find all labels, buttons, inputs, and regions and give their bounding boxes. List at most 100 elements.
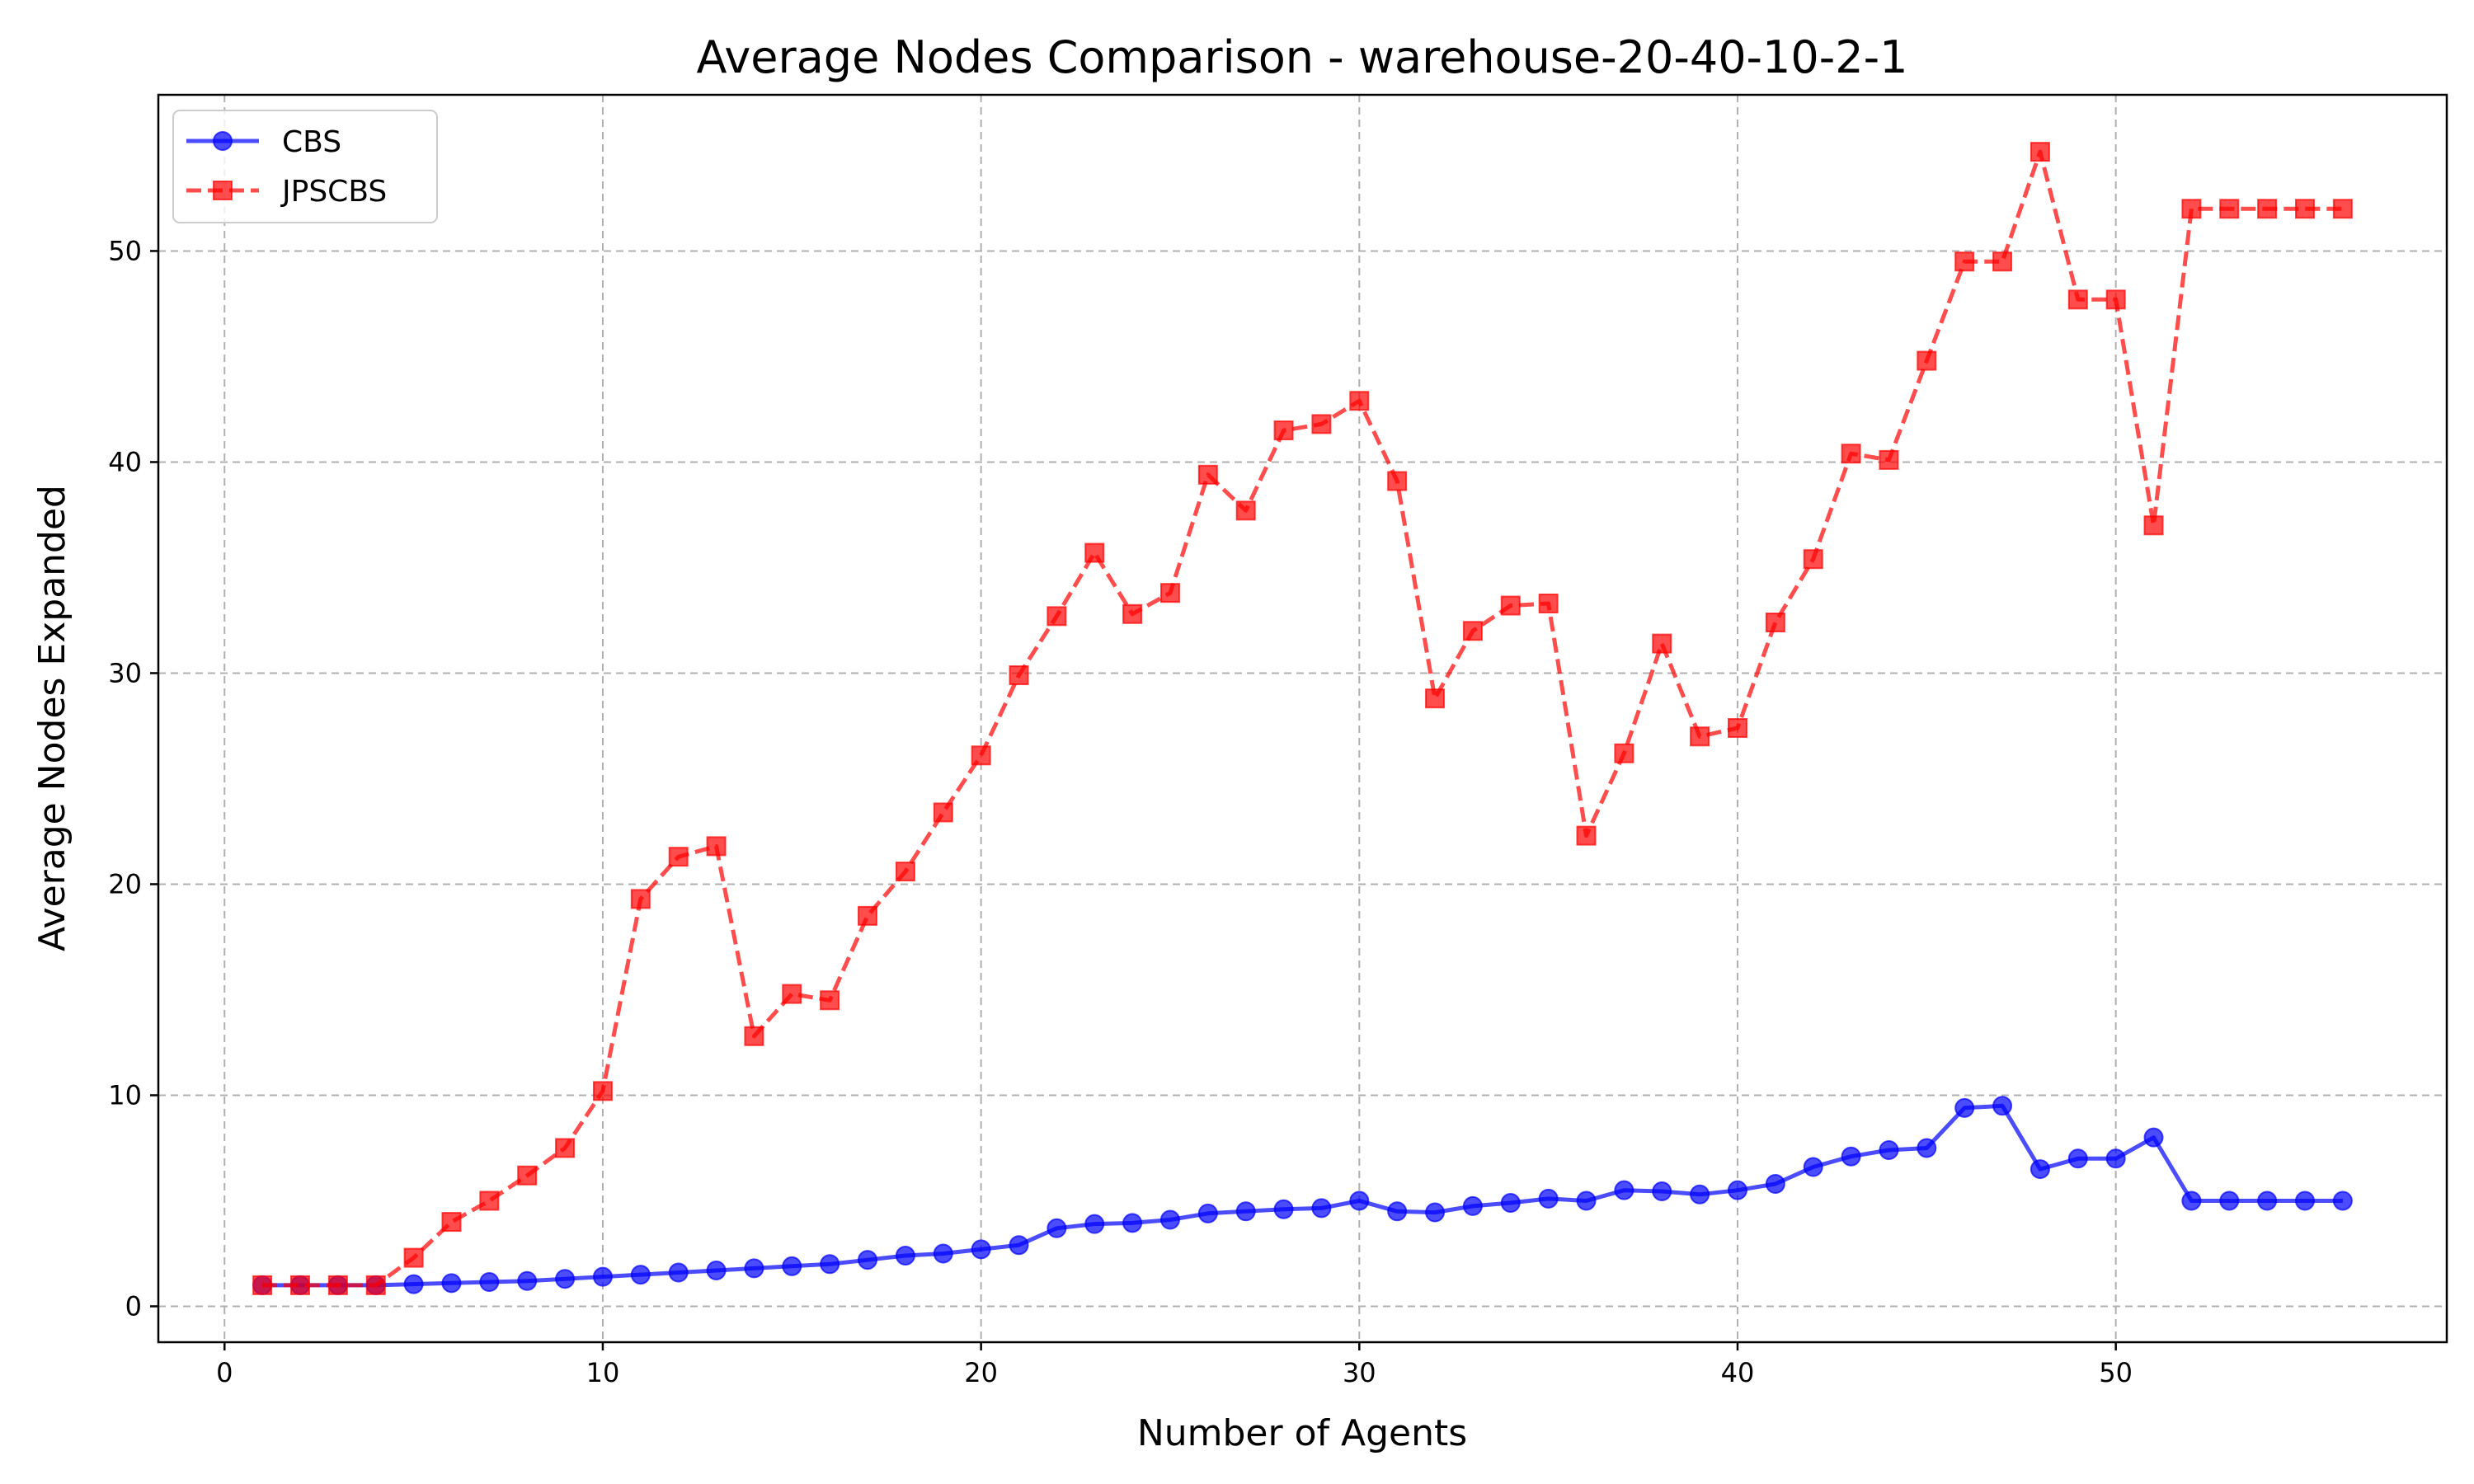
data-point-jpscbs <box>555 1138 576 1158</box>
data-point-jpscbs <box>2067 289 2088 310</box>
data-point-cbs <box>1576 1190 1597 1211</box>
data-point-cbs <box>2219 1190 2240 1211</box>
data-point-cbs <box>1047 1218 1067 1238</box>
data-point-cbs <box>820 1254 840 1275</box>
y-tick-label: 40 <box>108 446 142 477</box>
data-point-jpscbs <box>2105 289 2126 310</box>
grid <box>158 95 2447 1342</box>
legend-label-cbs: CBS <box>282 125 341 159</box>
legend-marker-jpscbs <box>213 181 233 200</box>
legend-label-jpscbs: JPSCBS <box>280 175 387 209</box>
data-point-cbs <box>1311 1198 1332 1219</box>
data-point-jpscbs <box>1576 825 1597 846</box>
data-point-cbs <box>592 1266 613 1287</box>
data-point-cbs <box>1879 1140 1899 1161</box>
data-point-cbs <box>479 1272 500 1293</box>
data-point-jpscbs <box>820 990 840 1011</box>
data-point-cbs <box>1841 1146 1861 1167</box>
data-point-cbs <box>1917 1138 1937 1158</box>
data-point-jpscbs <box>1954 251 1975 272</box>
data-point-jpscbs <box>933 802 953 823</box>
data-point-cbs <box>971 1239 991 1260</box>
data-point-cbs <box>2257 1190 2278 1211</box>
data-point-cbs <box>1765 1173 1785 1194</box>
data-point-jpscbs <box>1387 471 1408 491</box>
data-point-jpscbs <box>1311 414 1332 434</box>
y-tick-label: 50 <box>108 235 142 266</box>
data-point-cbs <box>517 1270 538 1291</box>
data-point-jpscbs <box>1462 621 1483 641</box>
legend: CBS JPSCBS <box>172 110 438 223</box>
data-point-cbs <box>895 1246 915 1266</box>
data-point-jpscbs <box>1349 391 1370 411</box>
data-point-cbs <box>441 1273 462 1294</box>
data-point-cbs <box>1992 1096 2013 1116</box>
data-point-jpscbs <box>2257 199 2278 219</box>
data-point-jpscbs <box>706 836 727 857</box>
data-point-cbs <box>1197 1203 1218 1223</box>
data-point-cbs <box>2105 1148 2126 1169</box>
data-point-cbs <box>933 1243 953 1264</box>
data-point-jpscbs <box>517 1165 538 1186</box>
series-cbs <box>252 1096 2353 1295</box>
data-point-cbs <box>1462 1195 1483 1216</box>
data-point-jpscbs <box>365 1275 386 1295</box>
x-tick-label: 40 <box>1721 1357 1755 1388</box>
data-point-jpscbs <box>1047 606 1067 627</box>
data-point-cbs <box>744 1258 764 1279</box>
data-point-jpscbs <box>1159 583 1180 603</box>
y-axis-label: Average Nodes Expanded <box>31 485 73 951</box>
data-point-jpscbs <box>2294 199 2315 219</box>
series-jpscbs <box>252 142 2353 1295</box>
legend-marker-cbs <box>213 131 233 151</box>
data-point-jpscbs <box>1273 420 1294 441</box>
y-tick-label: 10 <box>108 1079 142 1111</box>
data-point-cbs <box>1159 1209 1180 1230</box>
data-point-jpscbs <box>327 1275 348 1295</box>
data-point-cbs <box>1387 1201 1408 1222</box>
data-point-cbs <box>668 1262 689 1283</box>
data-point-jpscbs <box>1614 743 1634 763</box>
data-point-jpscbs <box>1917 350 1937 371</box>
data-point-cbs <box>1652 1181 1672 1201</box>
data-point-cbs <box>2067 1148 2088 1169</box>
data-point-cbs <box>1122 1213 1143 1233</box>
data-point-cbs <box>1954 1097 1975 1118</box>
data-point-jpscbs <box>1122 603 1143 624</box>
data-point-cbs <box>2332 1190 2353 1211</box>
data-point-cbs <box>782 1256 802 1276</box>
x-tick-label: 0 <box>216 1357 233 1388</box>
data-point-jpscbs <box>1538 593 1559 613</box>
data-point-cbs <box>1084 1214 1105 1234</box>
series-layer <box>252 142 2353 1295</box>
data-point-cbs <box>706 1260 727 1280</box>
chart-title: Average Nodes Comparison - warehouse-20-… <box>697 31 1908 83</box>
data-point-jpscbs <box>2219 199 2240 219</box>
data-point-cbs <box>1803 1157 1823 1177</box>
data-point-cbs <box>1009 1235 1029 1256</box>
data-point-jpscbs <box>1197 464 1218 485</box>
data-point-jpscbs <box>441 1212 462 1233</box>
data-point-jpscbs <box>252 1275 273 1295</box>
data-point-jpscbs <box>858 905 878 926</box>
data-point-jpscbs <box>1803 549 1823 570</box>
data-point-jpscbs <box>1009 665 1029 686</box>
x-tick-label: 50 <box>2099 1357 2133 1388</box>
legend-item-cbs: CBS <box>186 125 341 159</box>
data-point-jpscbs <box>1765 613 1785 633</box>
data-point-jpscbs <box>2143 515 2164 536</box>
data-point-cbs <box>1727 1180 1747 1200</box>
data-point-cbs <box>2143 1127 2164 1148</box>
x-tick-label: 30 <box>1343 1357 1376 1388</box>
data-point-jpscbs <box>971 745 991 766</box>
data-point-cbs <box>1349 1190 1370 1211</box>
y-tick-label: 0 <box>125 1290 142 1322</box>
data-point-cbs <box>858 1250 878 1270</box>
data-point-jpscbs <box>1425 688 1446 709</box>
legend-box <box>172 110 438 223</box>
data-point-jpscbs <box>1727 718 1747 739</box>
data-point-cbs <box>1500 1193 1521 1214</box>
axis-ticks: 0 10 20 30 40 50 0 10 20 30 40 50 <box>108 235 2133 1388</box>
y-tick-label: 30 <box>108 657 142 688</box>
